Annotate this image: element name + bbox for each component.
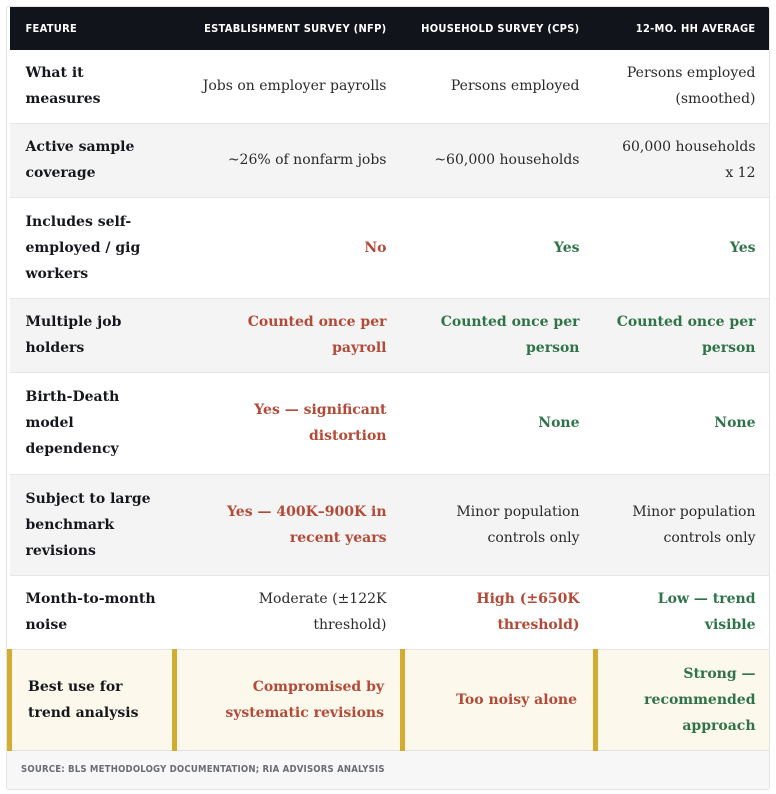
avg-cell: Strong — recommended approach	[593, 649, 769, 751]
nfp-cell: No	[174, 197, 403, 299]
feature-cell: Active sample coverage	[9, 123, 175, 198]
header-establishment-survey: Establishment Survey (NFP)	[174, 7, 403, 50]
header-row: Feature Establishment Survey (NFP) House…	[9, 7, 769, 50]
nfp-cell: Counted once per payroll	[174, 298, 403, 373]
cps-cell: Minor population controls only	[402, 474, 596, 576]
table-row: Includes self-employed / gig workers No …	[9, 197, 769, 299]
table-row: Active sample coverage ~26% of nonfarm j…	[9, 123, 769, 198]
comparison-table-card: Feature Establishment Survey (NFP) House…	[6, 6, 770, 790]
feature-cell: Subject to large benchmark revisions	[9, 474, 175, 576]
cps-cell: High (±650K threshold)	[402, 575, 596, 650]
cps-cell: None	[402, 372, 596, 475]
feature-cell: Best use for trend analysis	[7, 649, 175, 751]
header-12mo-hh-average: 12-Mo. HH Average	[595, 7, 769, 50]
cps-cell: Yes	[402, 197, 596, 299]
cps-cell: Counted once per person	[402, 298, 596, 373]
nfp-cell: Moderate (±122K threshold)	[174, 575, 403, 650]
avg-cell: 60,000 households x 12	[595, 123, 769, 198]
feature-cell: Birth-Death model dependency	[9, 372, 175, 475]
avg-cell: Minor population controls only	[595, 474, 769, 576]
avg-cell: Low — trend visible	[595, 575, 769, 650]
table-row: Subject to large benchmark revisions Yes…	[9, 474, 769, 576]
table-row: What it measures Jobs on employer payrol…	[9, 50, 769, 124]
cps-cell: Too noisy alone	[400, 649, 596, 751]
nfp-cell: Yes — 400K–900K in recent years	[174, 474, 403, 576]
feature-cell: What it measures	[9, 50, 175, 124]
table-row: Birth-Death model dependency Yes — signi…	[9, 372, 769, 475]
header-household-survey: Household Survey (CPS)	[402, 7, 596, 50]
feature-cell: Includes self-employed / gig workers	[9, 197, 175, 299]
nfp-cell: Compromised by systematic revisions	[172, 649, 403, 751]
cps-cell: ~60,000 households	[402, 123, 596, 198]
nfp-cell: ~26% of nonfarm jobs	[174, 123, 403, 198]
survey-comparison-table: Feature Establishment Survey (NFP) House…	[7, 7, 769, 751]
header-feature: Feature	[9, 7, 175, 50]
highlighted-table-row: Best use for trend analysis Compromised …	[7, 649, 769, 751]
avg-cell: Counted once per person	[595, 298, 769, 373]
table-header: Feature Establishment Survey (NFP) House…	[9, 7, 769, 50]
table-body: What it measures Jobs on employer payrol…	[7, 50, 769, 751]
table-row: Multiple job holders Counted once per pa…	[9, 298, 769, 373]
feature-cell: Multiple job holders	[9, 298, 175, 373]
table-row: Month-to-month noise Moderate (±122K thr…	[9, 575, 769, 650]
feature-cell: Month-to-month noise	[9, 575, 175, 650]
avg-cell: Persons employed (smoothed)	[595, 50, 769, 124]
avg-cell: None	[595, 372, 769, 475]
source-note: Source: BLS Methodology Documentation; R…	[7, 751, 769, 789]
cps-cell: Persons employed	[402, 50, 596, 124]
nfp-cell: Jobs on employer payrolls	[174, 50, 403, 124]
avg-cell: Yes	[595, 197, 769, 299]
nfp-cell: Yes — significant distortion	[174, 372, 403, 475]
